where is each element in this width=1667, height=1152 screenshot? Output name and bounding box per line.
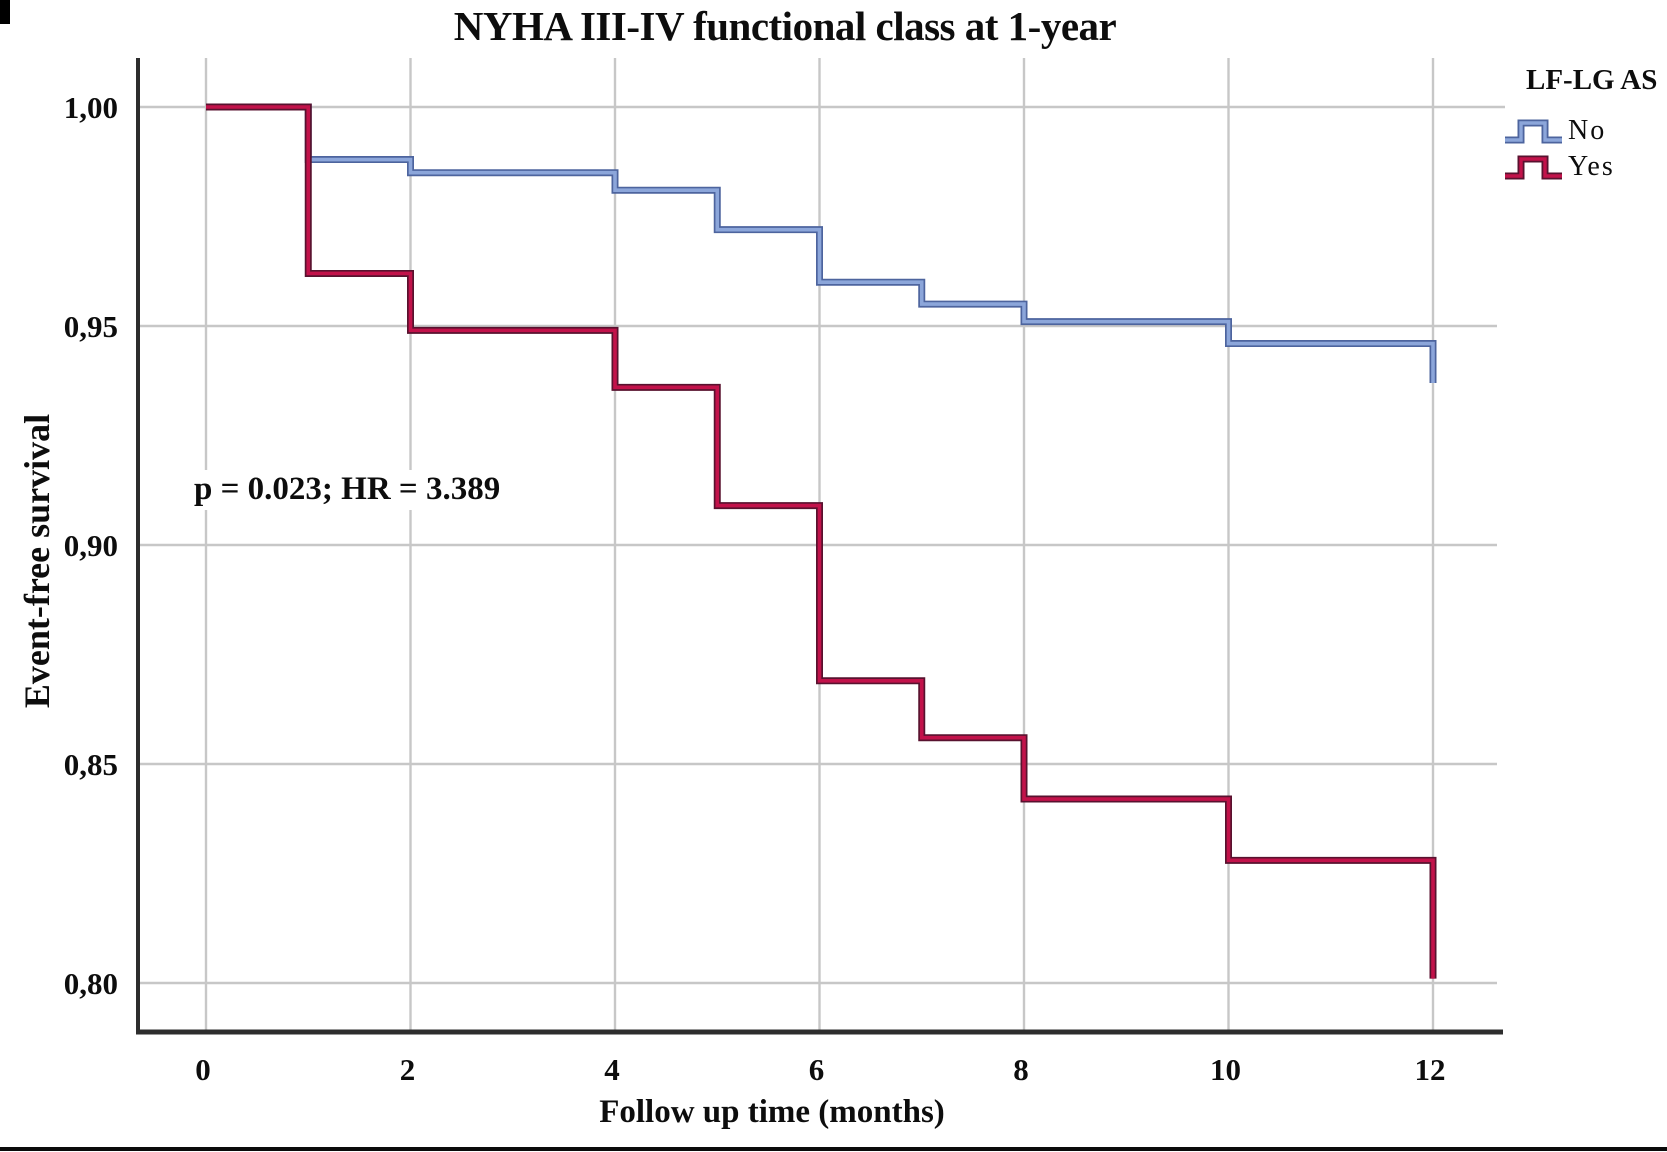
legend-step-icon <box>1505 119 1562 144</box>
legend-item-yes: Yes <box>1502 149 1667 185</box>
x-tick-labels: 0 2 4 6 8 10 12 <box>195 1052 1445 1087</box>
scan-artifact-corner <box>0 0 10 24</box>
series-no <box>206 103 1437 383</box>
legend-step-icon <box>1505 155 1562 180</box>
x-tick-label: 6 <box>809 1052 825 1087</box>
y-tick-labels: 1,00 0,95 0,90 0,85 0,80 <box>64 90 118 1001</box>
legend-item-label: No <box>1568 115 1607 146</box>
y-tick-label: 1,00 <box>64 90 118 125</box>
series-yes <box>206 103 1437 979</box>
legend: LF-LG AS No Yes <box>1502 64 1667 185</box>
chart-title: NYHA III-IV functional class at 1-year <box>453 3 1117 49</box>
y-tick-label: 0,90 <box>64 528 118 563</box>
x-tick-label: 12 <box>1415 1052 1446 1087</box>
x-tick-label: 4 <box>604 1052 620 1087</box>
stats-annotation: p = 0.023; HR = 3.389 <box>190 470 511 511</box>
x-tick-label: 0 <box>195 1052 211 1087</box>
x-tick-label: 10 <box>1210 1052 1241 1087</box>
y-tick-label: 0,95 <box>64 309 118 344</box>
series-line <box>206 105 1435 979</box>
legend-item-no: No <box>1502 113 1667 149</box>
y-tick-label: 0,80 <box>64 966 118 1001</box>
series-line <box>206 105 1435 383</box>
x-tick-label: 8 <box>1013 1052 1029 1087</box>
gridlines <box>138 58 1505 1032</box>
legend-title: LF-LG AS <box>1526 64 1658 96</box>
x-tick-label: 2 <box>400 1052 416 1087</box>
x-axis-title: Follow up time (months) <box>599 1094 945 1130</box>
y-axis-title: Event-free survival <box>17 413 57 709</box>
scan-artifact-bottom-line <box>0 1147 1667 1151</box>
y-tick-label: 0,85 <box>64 747 118 782</box>
legend-item-label: Yes <box>1568 151 1615 182</box>
axes <box>136 58 1503 1035</box>
